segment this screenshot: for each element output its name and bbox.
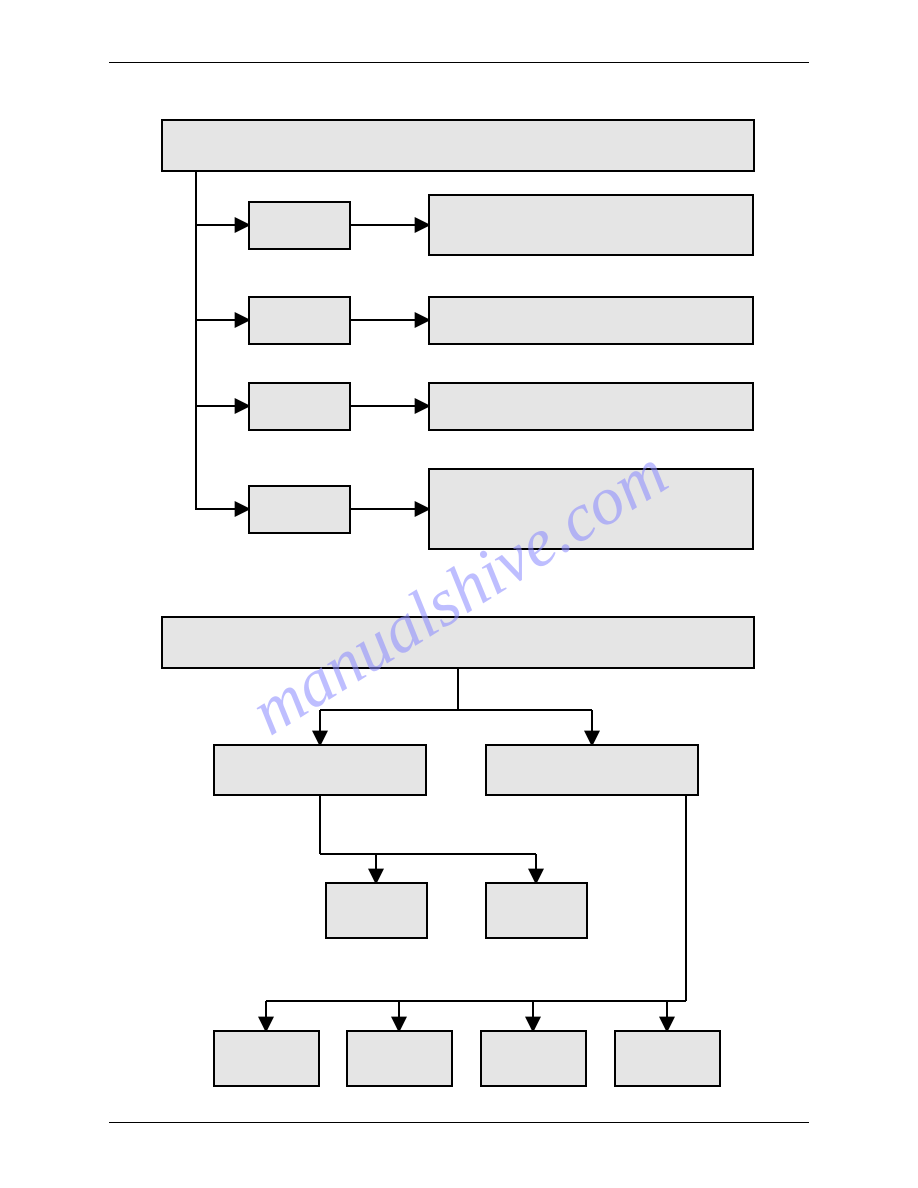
node-t1_big_2 xyxy=(428,296,754,345)
node-t2_bot_3 xyxy=(480,1030,587,1087)
node-t2_bot_2 xyxy=(346,1030,453,1087)
edge xyxy=(196,406,248,509)
node-t2_right xyxy=(485,744,699,796)
header-rule xyxy=(109,62,809,63)
node-t1_big_1 xyxy=(428,194,754,256)
node-t2_mid_left xyxy=(325,882,428,939)
node-t1_small_2 xyxy=(248,296,351,345)
node-t1_big_3 xyxy=(428,382,754,431)
node-t2_mid_right xyxy=(485,882,588,939)
node-t2_left xyxy=(213,744,427,796)
edge xyxy=(196,172,248,225)
node-t2_bot_4 xyxy=(614,1030,721,1087)
node-top1_header xyxy=(161,119,755,172)
node-t1_small_1 xyxy=(248,201,351,250)
node-t2_bot_1 xyxy=(213,1030,320,1087)
node-t1_big_4 xyxy=(428,468,754,550)
page-frame: manualshive.com xyxy=(109,62,809,1122)
edge xyxy=(196,320,248,406)
node-t1_small_3 xyxy=(248,382,351,431)
edge xyxy=(196,225,248,320)
footer-rule xyxy=(109,1122,809,1123)
node-t1_small_4 xyxy=(248,485,351,534)
node-top2_header xyxy=(161,616,755,669)
